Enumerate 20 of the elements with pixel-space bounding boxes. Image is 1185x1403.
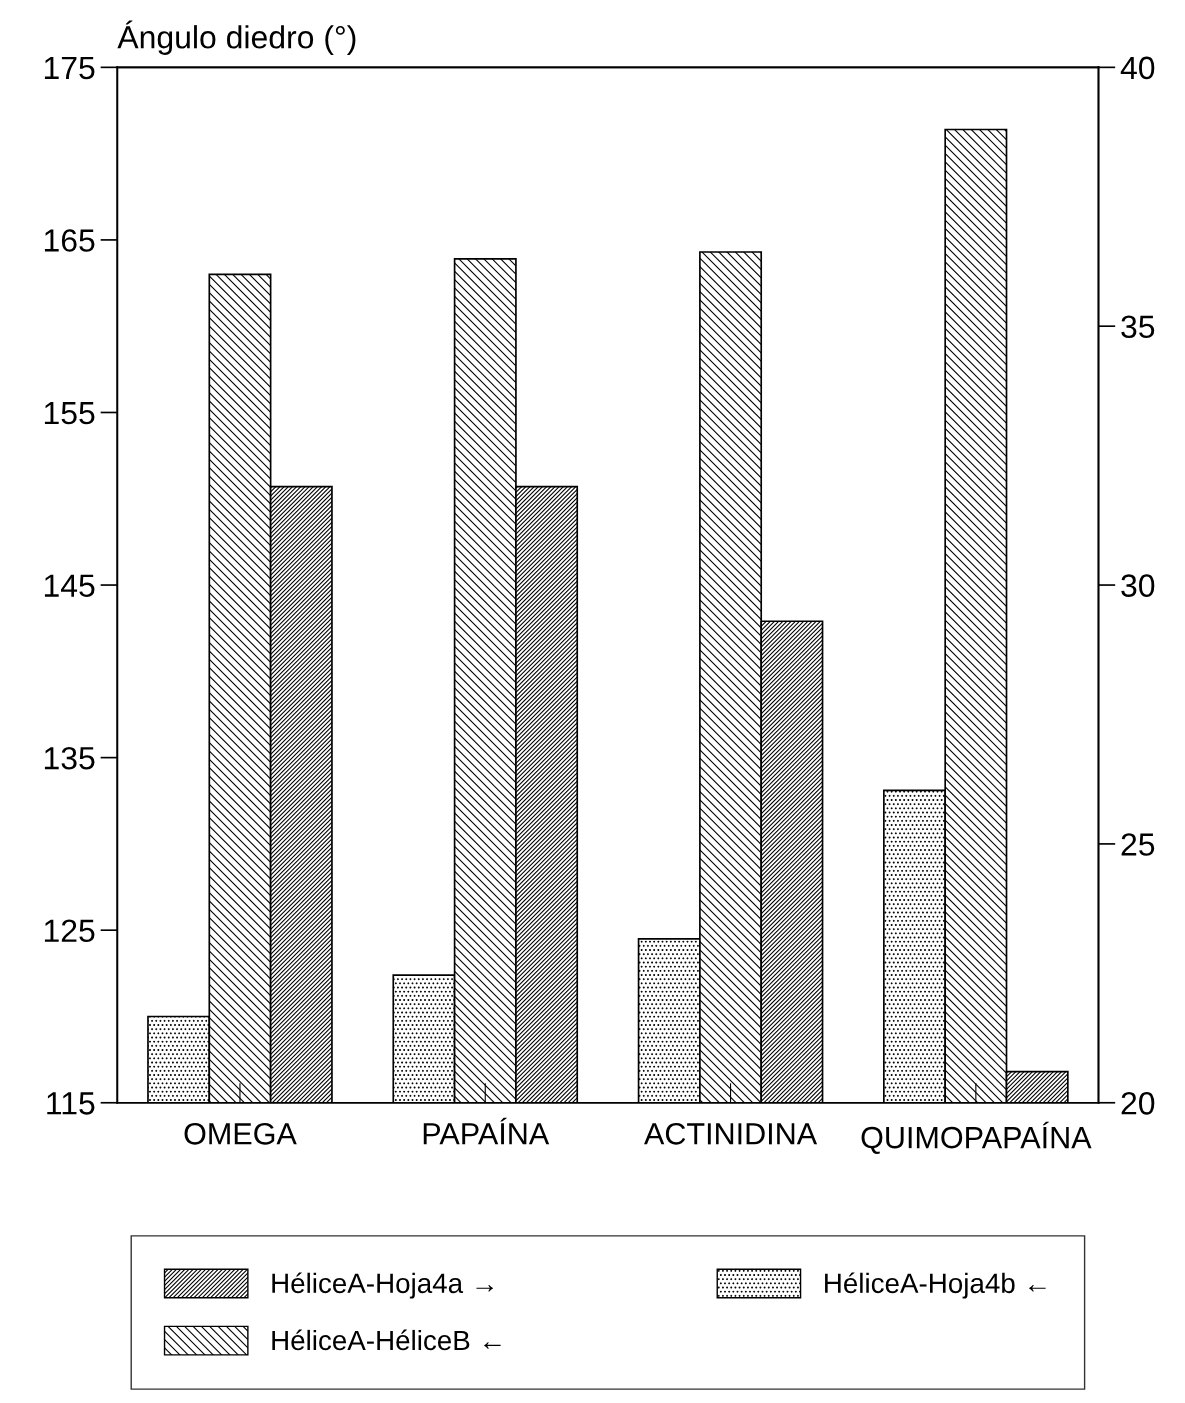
y2-tick-label: 25 xyxy=(1121,833,1155,856)
y-tick-label: 145 xyxy=(44,574,95,597)
y2-tick-label: 30 xyxy=(1121,574,1155,597)
x-tick-label: ACTINIDINA xyxy=(644,1123,818,1145)
legend-label: HéliceA-Hoja4a → xyxy=(272,1272,493,1299)
y-tick-label: 115 xyxy=(47,1092,95,1115)
y2-tick-label: 35 xyxy=(1121,315,1155,339)
y2-tick-label: 20 xyxy=(1121,1092,1155,1115)
y-tick-label: 165 xyxy=(44,229,95,252)
y-axis-title: Ángulo diedro (°) xyxy=(117,20,356,55)
y-tick-label: 175 xyxy=(44,56,95,80)
y-tick-label: 125 xyxy=(44,919,95,943)
x-tick-label: OMEGA xyxy=(184,1123,297,1145)
y2-tick-label: 40 xyxy=(1120,56,1155,80)
y-tick-label: 135 xyxy=(44,746,95,770)
y-tick-label: 155 xyxy=(44,402,95,425)
legend-label: HéliceA-Hoja4b ← xyxy=(825,1272,1046,1299)
x-tick-label: PAPAÍNA xyxy=(423,1117,550,1145)
x-tick-label: QUIMOPAPAÍNA xyxy=(861,1121,1092,1154)
legend-label: HéliceA-HéliceB ← xyxy=(272,1329,501,1351)
